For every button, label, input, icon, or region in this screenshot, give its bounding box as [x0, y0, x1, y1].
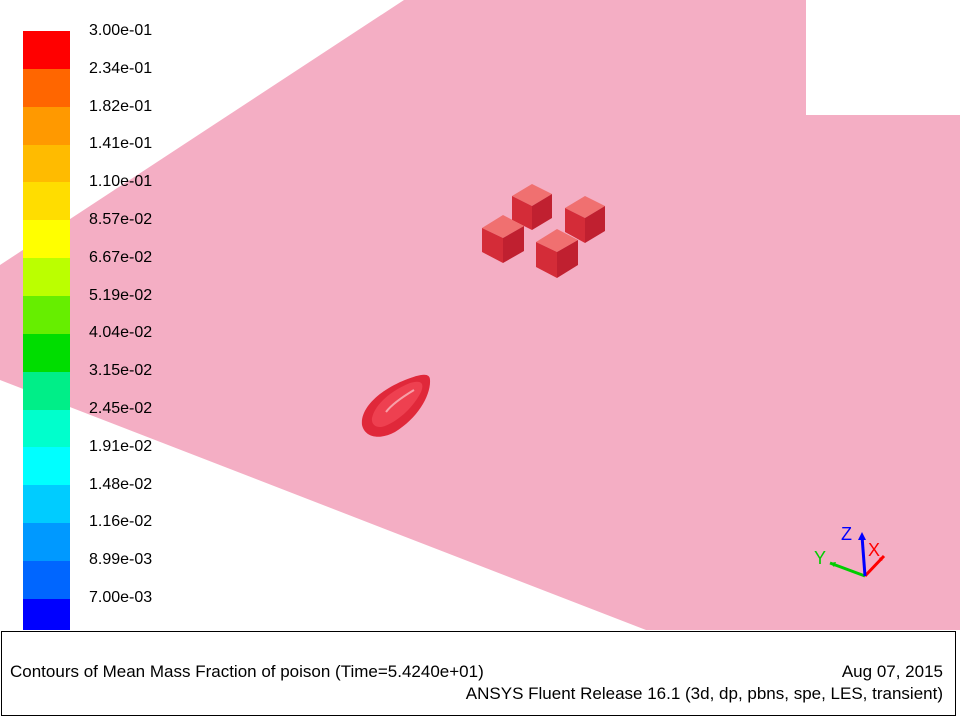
colorbar-label: 3.00e-01 — [89, 22, 153, 39]
colorbar-segment — [23, 333, 70, 372]
y-axis-label: Y — [814, 548, 826, 568]
colorbar-segment — [23, 371, 70, 410]
domain-plane — [0, 0, 960, 630]
colorbar-segment — [23, 523, 70, 562]
y-axis-line — [829, 561, 866, 578]
colorbar-segment — [23, 409, 70, 448]
colorbar-segment — [23, 31, 70, 69]
colorbar-segment — [23, 106, 70, 145]
colorbar-segment — [23, 144, 70, 183]
colorbar-label: 6.67e-02 — [89, 248, 153, 266]
plot-date: Aug 07, 2015 — [841, 662, 943, 681]
caption-box: Contours of Mean Mass Fraction of poison… — [1, 631, 956, 716]
colorbar-segment — [23, 598, 70, 630]
colorbar-segment — [23, 485, 70, 524]
colorbar-label: 5.19e-02 — [89, 286, 153, 304]
contour-scene — [0, 0, 960, 630]
colorbar-segment — [23, 258, 70, 297]
poison-plume — [361, 374, 431, 437]
colorbar-label: 1.91e-02 — [89, 437, 153, 455]
colorbar-label: 3.15e-02 — [89, 362, 153, 380]
colorbar-segment — [23, 296, 70, 334]
colorbar-segment — [23, 447, 70, 486]
colorbar-segment — [23, 182, 70, 221]
y-axis-arrow — [830, 562, 836, 567]
colorbar-segment — [23, 68, 70, 107]
z-axis-arrow — [858, 532, 866, 540]
box-obstacle-3 — [482, 215, 524, 263]
colorbar-label: 8.57e-02 — [89, 211, 153, 228]
axis-triad: X Y Z — [814, 524, 886, 578]
x-axis-label: X — [868, 540, 880, 560]
colorbar-label: 8.99e-03 — [89, 551, 153, 569]
box-obstacle-4 — [536, 229, 578, 278]
graphics-viewport[interactable]: 3.00e-01 2.34e-01 1.82e-01 1.41e-01 1.10e-01… — [0, 0, 960, 630]
colorbar-label: 1.41e-01 — [89, 135, 153, 153]
box-obstacle-2 — [565, 196, 605, 243]
x-axis-arrow — [879, 556, 884, 561]
colorbar-segment — [23, 220, 70, 259]
colorbar-label: 1.48e-02 — [89, 475, 153, 493]
colorbar-label: 1.10e-01 — [89, 173, 153, 191]
colorbar-label: 7.00e-03 — [89, 589, 153, 606]
colorbar — [23, 31, 70, 630]
colorbar-label: 2.45e-02 — [89, 400, 153, 417]
z-axis-line — [860, 535, 867, 577]
plot-title: Contours of Mean Mass Fraction of poison… — [10, 662, 484, 681]
solver-release: ANSYS Fluent Release 16.1 (3d, dp, pbns,… — [465, 684, 943, 703]
colorbar-segment — [23, 561, 70, 599]
box-obstacle-1 — [512, 184, 552, 230]
colorbar-label: 4.04e-02 — [89, 324, 153, 342]
colorbar-label: 1.16e-02 — [89, 513, 153, 531]
colorbar-label: 1.82e-01 — [89, 97, 153, 115]
z-axis-label: Z — [841, 524, 852, 544]
colorbar-label: 2.34e-01 — [89, 59, 153, 77]
